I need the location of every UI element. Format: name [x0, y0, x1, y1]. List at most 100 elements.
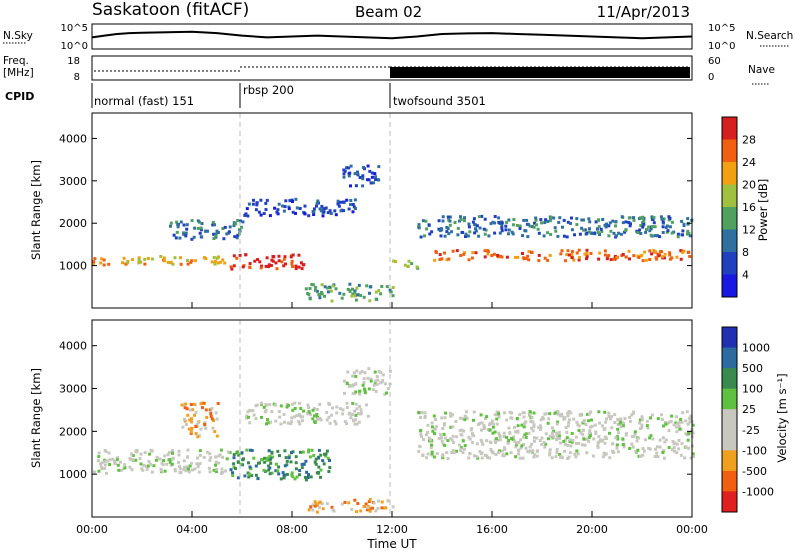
heatmap-cell [276, 208, 280, 212]
heatmap-cell [424, 433, 428, 437]
heatmap-cell [642, 449, 646, 453]
heatmap-cell [351, 391, 355, 395]
heatmap-cell [528, 449, 532, 453]
heatmap-cell [267, 449, 271, 453]
heatmap-cell [679, 257, 683, 261]
heatmap-cell [185, 407, 189, 411]
heatmap-cell [640, 418, 644, 422]
heatmap-cell [459, 446, 463, 449]
heatmap-cell [464, 415, 468, 419]
heatmap-cell [309, 475, 313, 479]
heatmap-cell [209, 456, 213, 460]
heatmap-cell [562, 218, 566, 222]
heatmap-cell [380, 285, 384, 288]
heatmap-cell [632, 435, 636, 438]
heatmap-cell [341, 412, 345, 416]
heatmap-cell [553, 411, 557, 415]
heatmap-cell [290, 262, 294, 266]
heatmap-cell [361, 184, 365, 188]
heatmap-cell [656, 252, 660, 256]
heatmap-cell [257, 210, 261, 214]
heatmap-cell [680, 219, 684, 223]
heatmap-cell [189, 430, 193, 434]
heatmap-cell [614, 224, 617, 228]
heatmap-cell [532, 436, 536, 440]
heatmap-cell [611, 442, 615, 446]
heatmap-cell [374, 389, 378, 393]
heatmap-cell [287, 205, 291, 209]
heatmap-cell [559, 455, 563, 458]
heatmap-cell [681, 229, 685, 233]
heatmap-cell [247, 202, 251, 206]
heatmap-cell [445, 451, 449, 455]
y-tick-label: 2000 [59, 217, 87, 230]
heatmap-cell [285, 405, 289, 409]
heatmap-cell [93, 470, 96, 474]
heatmap-cell [145, 467, 149, 471]
heatmap-cell [630, 413, 634, 417]
heatmap-cell [616, 437, 620, 441]
heatmap-cell [471, 251, 475, 255]
heatmap-cell [232, 224, 236, 228]
heatmap-cell [676, 235, 680, 239]
heatmap-cell [204, 426, 208, 430]
heatmap-cell [347, 166, 351, 170]
heatmap-cell [552, 216, 556, 220]
heatmap-cell [195, 462, 199, 466]
heatmap-cell [223, 225, 227, 229]
heatmap-cell [445, 230, 449, 234]
frequency-right-tick-bottom: 0 [708, 72, 714, 83]
heatmap-cell [429, 438, 433, 442]
heatmap-cell [644, 230, 648, 234]
heatmap-cell [148, 452, 152, 456]
heatmap-cell [477, 234, 481, 238]
heatmap-cell [141, 468, 145, 472]
heatmap-cell [550, 426, 554, 430]
heatmap-cell [102, 263, 106, 267]
heatmap-cell [667, 215, 671, 219]
heatmap-cell [351, 401, 355, 405]
heatmap-cell [650, 252, 654, 256]
heatmap-cell [562, 234, 566, 238]
heatmap-cell [597, 435, 601, 439]
heatmap-cell [582, 218, 585, 222]
colorbar-tick-label: 500 [742, 362, 763, 375]
heatmap-cell [572, 258, 576, 262]
heatmap-cell [207, 466, 211, 470]
heatmap-cell [210, 260, 214, 264]
heatmap-cell [263, 456, 267, 460]
heatmap-cell [190, 468, 194, 472]
heatmap-cell [486, 252, 490, 256]
heatmap-cell [473, 231, 477, 235]
heatmap-cell [380, 506, 384, 510]
heatmap-cell [318, 402, 322, 406]
heatmap-cell [587, 439, 591, 443]
heatmap-cell [546, 421, 550, 425]
heatmap-cell [661, 436, 665, 440]
heatmap-cell [112, 459, 116, 463]
heatmap-cell [392, 259, 396, 263]
heatmap-cell [348, 289, 352, 293]
heatmap-cell [502, 431, 506, 435]
heatmap-cell [510, 416, 514, 420]
heatmap-cell [264, 264, 268, 268]
heatmap-cell [472, 217, 476, 221]
heatmap-cell [139, 260, 143, 264]
heatmap-cell [513, 439, 517, 443]
heatmap-cell [528, 412, 532, 416]
heatmap-cell [99, 261, 103, 265]
heatmap-cell [239, 462, 243, 466]
heatmap-cell [565, 436, 569, 440]
heatmap-cell [529, 420, 533, 424]
heatmap-cell [268, 454, 272, 458]
heatmap-cell [281, 204, 285, 208]
heatmap-cell [511, 223, 515, 227]
heatmap-cell [313, 504, 317, 508]
heatmap-cell [585, 231, 589, 235]
heatmap-cell [660, 250, 664, 254]
heatmap-cell [410, 262, 414, 266]
heatmap-cell [630, 442, 634, 446]
heatmap-cell [199, 226, 203, 230]
heatmap-cell [640, 426, 644, 430]
heatmap-cell [353, 291, 357, 295]
